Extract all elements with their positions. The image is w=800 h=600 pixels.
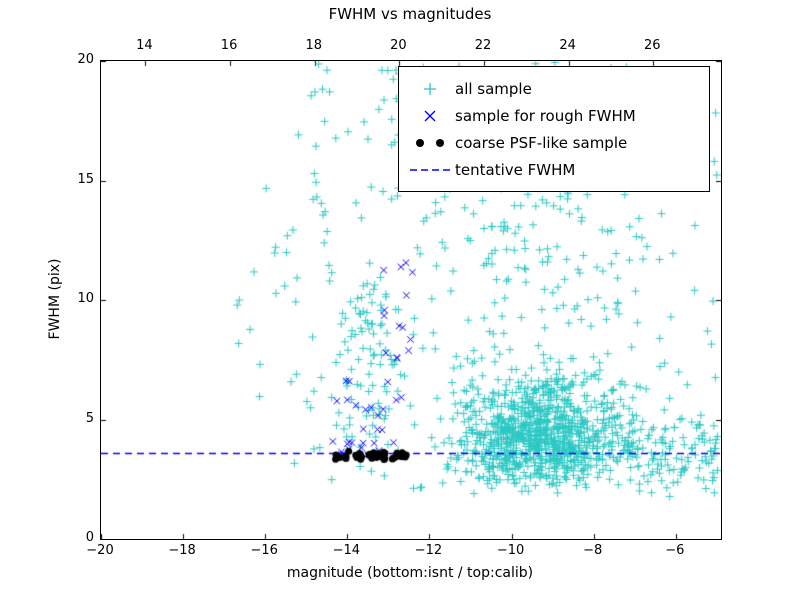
x-tick-label-top: 26 — [644, 38, 661, 53]
x-tick-label-top: 22 — [474, 38, 492, 53]
y-tick-label: 5 — [85, 410, 94, 426]
legend-marker-dash-icon — [405, 161, 455, 179]
y-tick-label: 0 — [85, 530, 94, 545]
x-axis-label: magnitude (bottom:isnt / top:calib) — [286, 565, 534, 581]
x-tick-label-bottom: −16 — [250, 543, 278, 558]
y-tick-label: 15 — [77, 171, 94, 187]
chart-title: FWHM vs magnitudes — [328, 5, 492, 23]
legend-item-plus: all sample — [405, 75, 703, 102]
legend-label: all sample — [455, 79, 532, 98]
x-tick-label-bottom: −10 — [496, 543, 525, 558]
legend: all sample sample for rough FWHM coarse PS… — [398, 66, 710, 192]
y-tick-label: 20 — [77, 52, 94, 67]
legend-label: tentative FWHM — [455, 160, 576, 179]
x-tick-label-top: 20 — [390, 38, 407, 53]
x-tick-label-top: 16 — [220, 38, 238, 53]
x-tick-label-top: 14 — [136, 38, 153, 53]
legend-marker-plus-icon — [405, 80, 455, 98]
legend-marker-dot-icon — [405, 134, 455, 152]
x-tick-label-bottom: −6 — [665, 543, 685, 558]
legend-item-x: sample for rough FWHM — [405, 102, 703, 129]
legend-marker-x-icon — [405, 107, 455, 125]
legend-label: coarse PSF-like sample — [455, 133, 628, 152]
legend-label: sample for rough FWHM — [455, 106, 636, 125]
x-tick-label-top: 24 — [559, 38, 576, 53]
y-tick-label: 10 — [77, 291, 94, 306]
x-tick-label-top: 18 — [305, 38, 322, 53]
legend-item-dash: tentative FWHM — [405, 156, 703, 183]
x-tick-label-bottom: −18 — [168, 543, 196, 558]
x-tick-label-bottom: −20 — [86, 543, 114, 558]
x-tick-label-bottom: −12 — [414, 543, 443, 558]
legend-item-dot: coarse PSF-like sample — [405, 129, 703, 156]
x-tick-label-bottom: −14 — [332, 543, 361, 558]
x-tick-label-bottom: −8 — [583, 543, 603, 558]
